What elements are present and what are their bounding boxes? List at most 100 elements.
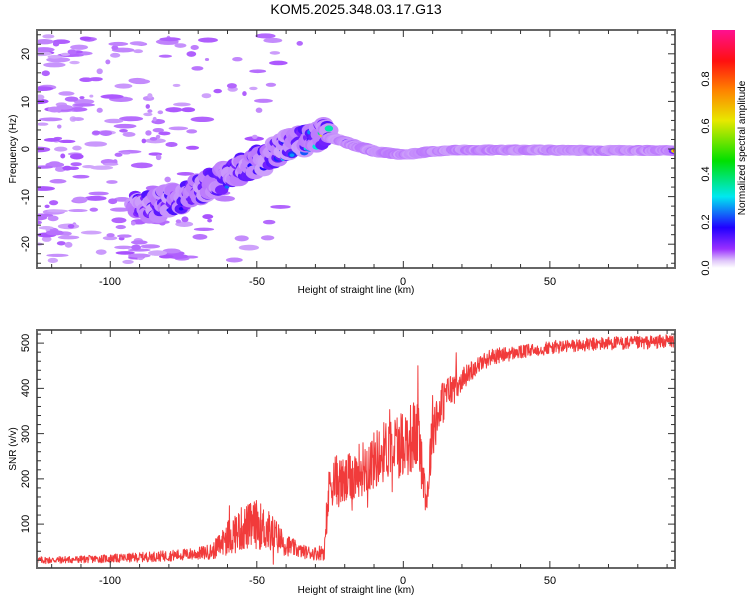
spectrogram-noise-blob — [79, 96, 85, 100]
spectrogram-ytick-label: 10 — [20, 96, 32, 108]
spectrogram-noise-blob — [165, 142, 178, 147]
spectrogram-noise-blob — [58, 91, 75, 96]
spectrogram-noise-blob — [140, 244, 161, 249]
spectrogram-ticks — [37, 30, 675, 268]
snr-ylabel: SNR (v/v) — [8, 427, 19, 470]
spectrogram-noise-blob — [109, 207, 131, 212]
spectrogram-noise-blob — [192, 234, 208, 240]
spectrogram-noise-blob — [249, 69, 267, 74]
spectrogram-noise-blob — [89, 207, 99, 212]
spectrogram-noise-blob — [88, 191, 109, 196]
spectrogram-noise-blob — [253, 98, 273, 103]
spectrogram-noise-blob — [43, 62, 66, 68]
spectrogram-noise-blob — [67, 49, 77, 55]
spectrogram-noise-blob — [263, 37, 283, 44]
colorbar-gradient — [712, 30, 735, 268]
spectrogram-noise-blob — [99, 130, 113, 136]
spectrogram-noise-blob — [207, 218, 213, 223]
spectrogram-noise-blob — [84, 141, 108, 147]
spectrogram-noise-blob — [242, 91, 247, 97]
spectrogram-noise-blob — [49, 200, 59, 206]
spectrogram-noise-blob — [47, 257, 59, 263]
spectrogram-noise-blob — [70, 162, 82, 167]
spectrogram-noise-blob — [52, 41, 60, 47]
spectrogram-noise-blob — [145, 130, 152, 136]
spectrogram-noise-blob — [186, 51, 197, 57]
spectrogram-noise-blob — [37, 86, 54, 91]
spectrogram-noise-blob — [79, 36, 92, 41]
spectrogram-noise-blob — [145, 104, 150, 109]
spectrogram-noise-blob — [130, 240, 148, 245]
spectrogram-noise-blob — [173, 102, 191, 107]
spectrogram-noise-blob — [69, 60, 80, 65]
spectrogram-noise-blob — [174, 43, 187, 48]
snr-ticks — [37, 330, 675, 568]
spectrogram-noise-blob — [47, 55, 62, 59]
spectrogram-noise-blob — [37, 213, 54, 218]
spectrogram-noise-blob — [152, 127, 165, 133]
spectrogram-noise-blob — [115, 225, 126, 230]
spectrogram-noise-blob — [175, 219, 182, 224]
spectrogram-noise-blob — [55, 104, 73, 110]
spectrogram-noise-blob — [104, 118, 124, 124]
spectrogram-noise-blob — [269, 51, 281, 55]
spectrogram-noise-blob — [108, 41, 129, 47]
spectrogram-noise-blob — [147, 93, 153, 99]
spectrogram-noise-blob — [121, 151, 131, 155]
spectrogram-noise-blob — [186, 129, 198, 134]
spectrogram-noise-blob — [54, 146, 68, 152]
spectrogram-noise-blob — [45, 230, 64, 236]
spectrogram-noise-blob — [202, 214, 214, 220]
spectrogram-noise-blob — [62, 165, 73, 171]
colorbar-tick-label: 0.4 — [700, 166, 712, 181]
spectrogram-noise-blob — [133, 49, 144, 54]
spectrogram-noise-blob — [119, 128, 128, 133]
spectrogram-noise-blob — [89, 94, 94, 98]
spectrogram-noise-blob — [80, 230, 102, 235]
spectrogram-noise-blob — [232, 57, 243, 62]
spectrogram-ridge-mark — [289, 153, 295, 158]
spectrogram-xtick-label: 0 — [400, 276, 406, 288]
spectrogram-noise-blob — [41, 236, 52, 242]
snr-xtick-label: 50 — [544, 575, 556, 587]
spectrogram-noise-blob — [181, 107, 196, 113]
spectrogram-noise-blob — [57, 124, 62, 129]
spectrogram-noise-blob — [176, 172, 195, 176]
spectrogram-noise-blob — [226, 83, 237, 89]
spectrogram-noise-blob — [265, 82, 277, 87]
spectrogram-noise-blob — [95, 249, 107, 255]
spectrogram-noise-blob — [158, 54, 173, 58]
snr-frame — [36, 329, 676, 569]
spectrogram-noise-blob — [72, 196, 88, 203]
colorbar-tick-label: 0.6 — [700, 118, 712, 133]
spectrogram-noise-blob — [37, 122, 49, 126]
snr-ytick-label: 100 — [20, 515, 32, 533]
spectrogram-noise-blob — [147, 109, 153, 113]
spectrogram-noise-blob — [49, 179, 67, 184]
spectrogram-noise-blob — [131, 244, 141, 251]
spectrogram-noise-blob — [130, 162, 153, 169]
spectrogram-ridge-mark — [224, 185, 230, 189]
spectrogram-noise-blob — [72, 117, 85, 121]
spectrogram-noise-blob — [73, 103, 95, 107]
spectrogram-noise-blob — [37, 94, 45, 100]
spectrogram-noise-blob — [122, 259, 134, 264]
spectrogram-noise-blob — [260, 235, 275, 241]
spectrogram-noise-blob — [141, 138, 147, 144]
colorbar-label: Normalized spectral amplitude — [737, 80, 748, 215]
spectrogram-noise-blob — [110, 52, 121, 58]
snr-xlabel: Height of straight line (km) — [298, 585, 415, 596]
spectrogram-noise-blob — [47, 215, 59, 222]
spectrogram-blobs — [37, 33, 675, 264]
spectrogram-noise-blob — [56, 241, 66, 246]
spectrogram-noise-blob — [70, 44, 89, 50]
spectrogram-noise-blob — [155, 154, 162, 161]
spectrogram-noise-blob — [106, 180, 118, 184]
snr-ytick-label: 400 — [20, 379, 32, 397]
spectrogram-noise-blob — [255, 33, 276, 39]
spectrogram-noise-blob — [181, 216, 189, 223]
spectrogram-noise-blob — [152, 116, 157, 122]
snr-xtick-label: -50 — [249, 575, 265, 587]
spectrogram-noise-blob — [114, 152, 123, 157]
spectrogram-noise-blob — [148, 250, 168, 256]
